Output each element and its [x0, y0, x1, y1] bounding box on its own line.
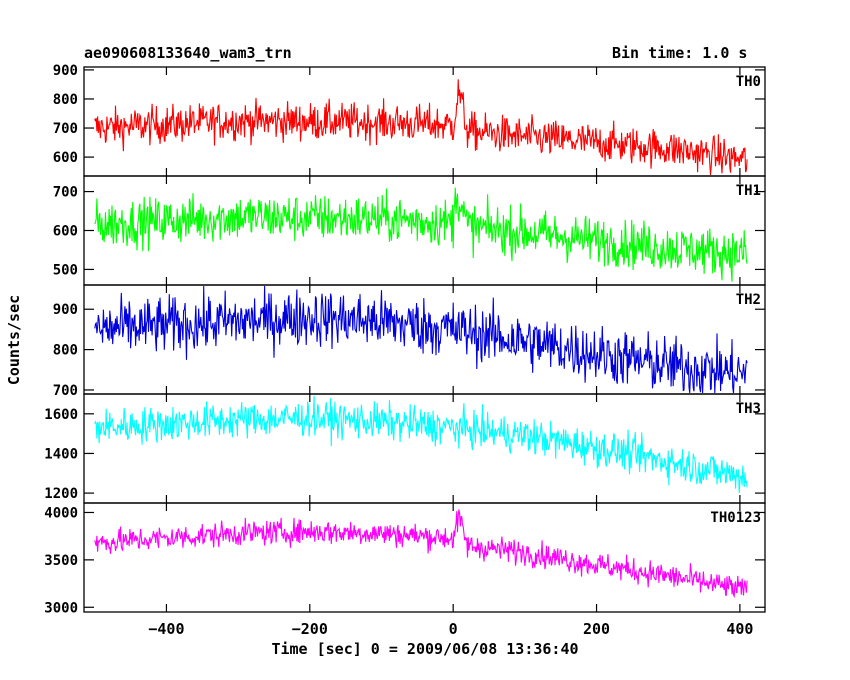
series-label-th1: TH1 — [736, 183, 761, 199]
y-tick-label: 500 — [53, 262, 78, 278]
x-tick-label: −200 — [292, 620, 328, 638]
series-label-th0: TH0 — [736, 74, 761, 90]
series-label-th3: TH3 — [736, 401, 761, 417]
series-label-th0123: TH0123 — [710, 510, 761, 526]
y-tick-label: 700 — [53, 121, 78, 137]
x-tick-label: 400 — [726, 620, 753, 638]
series-label-th2: TH2 — [736, 292, 761, 308]
y-tick-label: 1200 — [44, 486, 78, 502]
y-tick-label: 900 — [53, 63, 78, 79]
bin-time-label: Bin time: 1.0 s — [612, 44, 748, 62]
y-tick-label: 600 — [53, 150, 78, 166]
y-tick-label: 4000 — [44, 505, 78, 521]
series-line-th0 — [94, 79, 748, 176]
series-line-th0123 — [94, 509, 748, 599]
x-tick-label: −400 — [148, 620, 184, 638]
y-tick-label: 1600 — [44, 407, 78, 423]
y-axis-label: Counts/sec — [5, 294, 23, 386]
y-tick-label: 800 — [53, 343, 78, 359]
panel-frame-th3 — [83, 393, 766, 504]
y-tick-label: 600 — [53, 224, 78, 240]
y-tick-label: 700 — [53, 185, 78, 201]
chart-title: ae090608133640_wam3_trn — [84, 44, 292, 62]
series-line-th2 — [94, 285, 748, 394]
y-tick-label: 900 — [53, 302, 78, 318]
y-tick-label: 800 — [53, 92, 78, 108]
y-tick-label: 1400 — [44, 446, 78, 462]
x-tick-label: 0 — [449, 620, 458, 638]
x-axis-label: Time [sec] 0 = 2009/06/08 13:36:40 — [271, 640, 579, 658]
series-line-th3 — [94, 395, 748, 494]
y-tick-label: 700 — [53, 383, 78, 399]
panel-frame-th0123 — [83, 502, 766, 613]
x-tick-label: 200 — [583, 620, 610, 638]
series-line-th1 — [94, 187, 748, 282]
y-tick-label: 3000 — [44, 600, 78, 616]
y-tick-label: 3500 — [44, 553, 78, 569]
